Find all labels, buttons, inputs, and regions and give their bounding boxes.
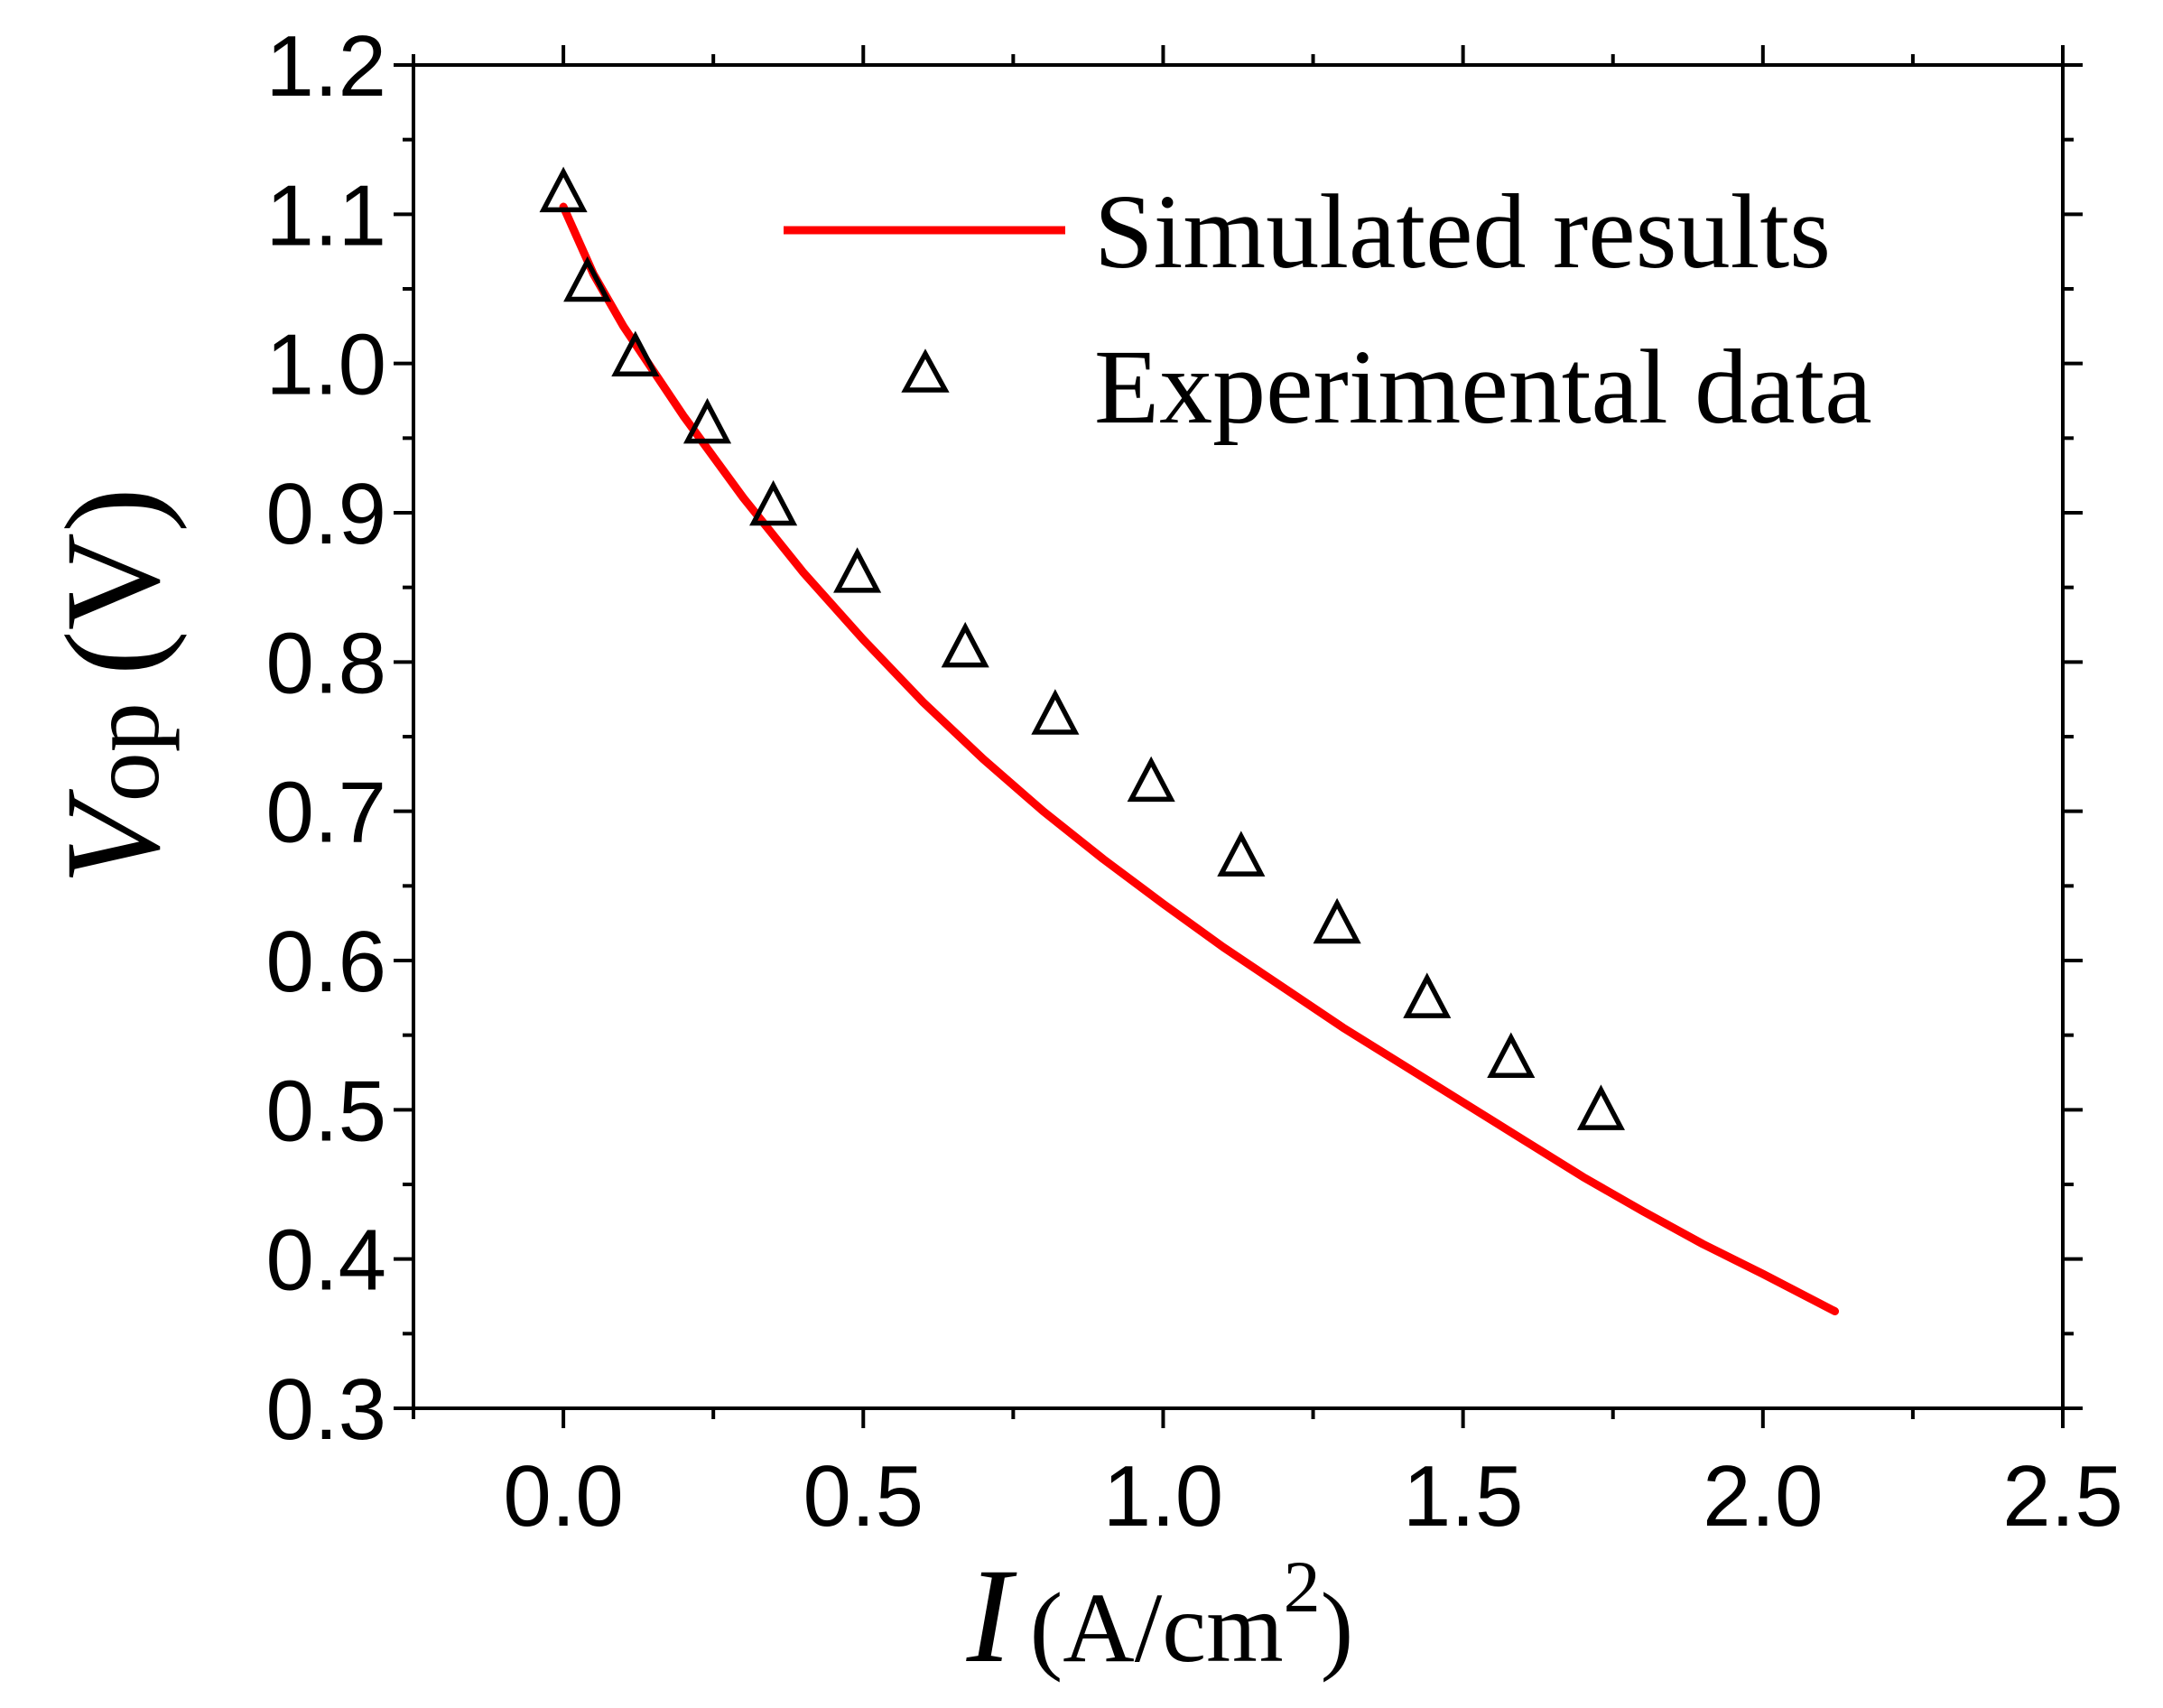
x-tick-label: 0.5 — [803, 1448, 924, 1545]
experimental-data-point — [1031, 689, 1080, 735]
y-axis-title: Vop (V) — [38, 487, 188, 885]
y-axis-subscript: op — [70, 702, 180, 802]
y-tick-label: 1.1 — [266, 167, 386, 264]
x-tick-label: 1.0 — [1103, 1448, 1223, 1545]
y-tick-label: 1.2 — [266, 18, 386, 115]
experimental-data-point — [1487, 1032, 1536, 1079]
experimental-data-point — [611, 330, 660, 376]
x-axis-ticks: 0.0 0.5 1.0 1.5 2.0 2.5 — [412, 45, 2123, 1545]
svg-text:I(A/cm2): I (A/cm2) — [966, 1541, 1354, 1691]
experimental-data-point — [539, 166, 588, 213]
experimental-data-point — [1313, 897, 1361, 944]
y-axis-unit: (V) — [38, 487, 188, 675]
svg-text:Vop(V): Vop (V) — [38, 487, 188, 885]
experimental-data-point — [1217, 831, 1266, 877]
experimental-data-point — [563, 255, 612, 302]
y-tick-label: 0.8 — [266, 615, 386, 711]
y-tick-label: 0.5 — [266, 1063, 386, 1159]
series-layer — [539, 166, 1840, 1316]
x-axis-symbol: I — [966, 1541, 1017, 1691]
x-tick-label: 1.5 — [1403, 1448, 1523, 1545]
y-tick-label: 0.3 — [266, 1361, 386, 1458]
legend-label-experimental: Experimental data — [1094, 328, 1872, 446]
y-tick-label: 0.4 — [266, 1212, 386, 1309]
legend-marker-experimental — [901, 348, 950, 393]
experimental-data-point — [941, 621, 989, 668]
experimental-data-point — [1403, 972, 1452, 1018]
experimental-data-point — [1576, 1084, 1625, 1130]
simulated-results-line — [559, 202, 1840, 1316]
x-axis-title: I (A/cm2) — [966, 1541, 1354, 1691]
x-tick-label: 2.5 — [2002, 1448, 2122, 1545]
legend-label-simulated: Simulated results — [1094, 172, 1831, 291]
x-axis-close: ) — [1321, 1573, 1354, 1683]
x-axis-superscript: 2 — [1284, 1546, 1321, 1628]
y-tick-label: 0.7 — [266, 765, 386, 861]
experimental-data-point — [1127, 756, 1175, 803]
y-tick-label: 1.0 — [266, 317, 386, 413]
legend: Simulated results Experimental data — [784, 172, 1872, 446]
y-axis-ticks: 0.3 0.4 0.5 0.6 0.7 0.8 0.9 1.0 1.1 1.2 — [266, 18, 2083, 1458]
y-tick-label: 0.6 — [266, 914, 386, 1010]
experimental-data-point — [749, 479, 798, 526]
x-tick-label: 0.0 — [503, 1448, 623, 1545]
x-axis-unit: (A/cm — [1030, 1573, 1284, 1683]
x-tick-label: 2.0 — [1703, 1448, 1823, 1545]
y-tick-label: 0.9 — [266, 466, 386, 562]
experimental-data-point — [833, 547, 882, 593]
experimental-data-point — [682, 397, 732, 444]
y-axis-symbol: V — [38, 788, 188, 885]
